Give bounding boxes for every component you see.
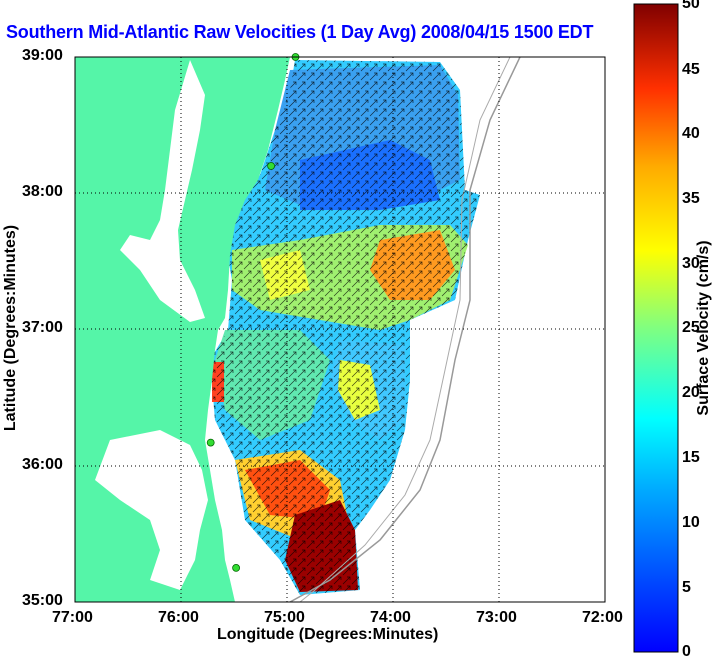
x-tick-label: 77:00 (52, 609, 93, 626)
colorbar-tick: 50 (682, 0, 700, 12)
y-tick-label: 39:00 (22, 47, 63, 64)
pamlico-sound (95, 430, 208, 590)
x-tick-label: 76:00 (158, 609, 199, 626)
y-tick-label: 36:00 (22, 456, 63, 473)
x-tick-label: 74:00 (370, 609, 411, 626)
plot-frame (74, 56, 606, 603)
velocity-vectors (210, 60, 480, 595)
map-title: Southern Mid-Atlantic Raw Velocities (1 … (6, 22, 594, 42)
colorbar-tick: 10 (682, 514, 700, 531)
colorbar-tick: 30 (682, 255, 700, 272)
station-marker (267, 162, 276, 170)
colorbar-tick: 25 (682, 319, 700, 336)
x-axis-label: Longitude (Degrees:Minutes) (217, 626, 439, 643)
colorbar-tick: 45 (682, 61, 700, 78)
y-axis-label: Latitude (Degrees:Minutes) (2, 224, 19, 432)
y-tick-label: 37:00 (22, 319, 63, 336)
colorbar-tick: 15 (682, 449, 700, 466)
isobath-line (299, 57, 511, 602)
chesapeake-bay (120, 60, 205, 322)
colorbar-tick: 5 (682, 579, 691, 596)
station-marker (232, 564, 241, 572)
y-tick-label: 35:00 (22, 592, 63, 609)
station-marker (206, 438, 215, 447)
x-tick-label: 73:00 (476, 609, 517, 626)
colorbar-label: Surface Velocity (cm/s) (695, 240, 712, 416)
colorbar-tick: 35 (682, 190, 700, 207)
colorbar-tick: 20 (682, 384, 700, 401)
colorbar (633, 3, 679, 653)
y-tick-label: 38:00 (22, 183, 63, 200)
colorbar-tick: 0 (682, 643, 691, 660)
x-tick-label: 75:00 (264, 609, 305, 626)
isobath-line (289, 57, 521, 602)
grid (75, 57, 605, 602)
x-tick-label: 72:00 (582, 609, 623, 626)
colorbar-tick: 40 (682, 125, 700, 142)
